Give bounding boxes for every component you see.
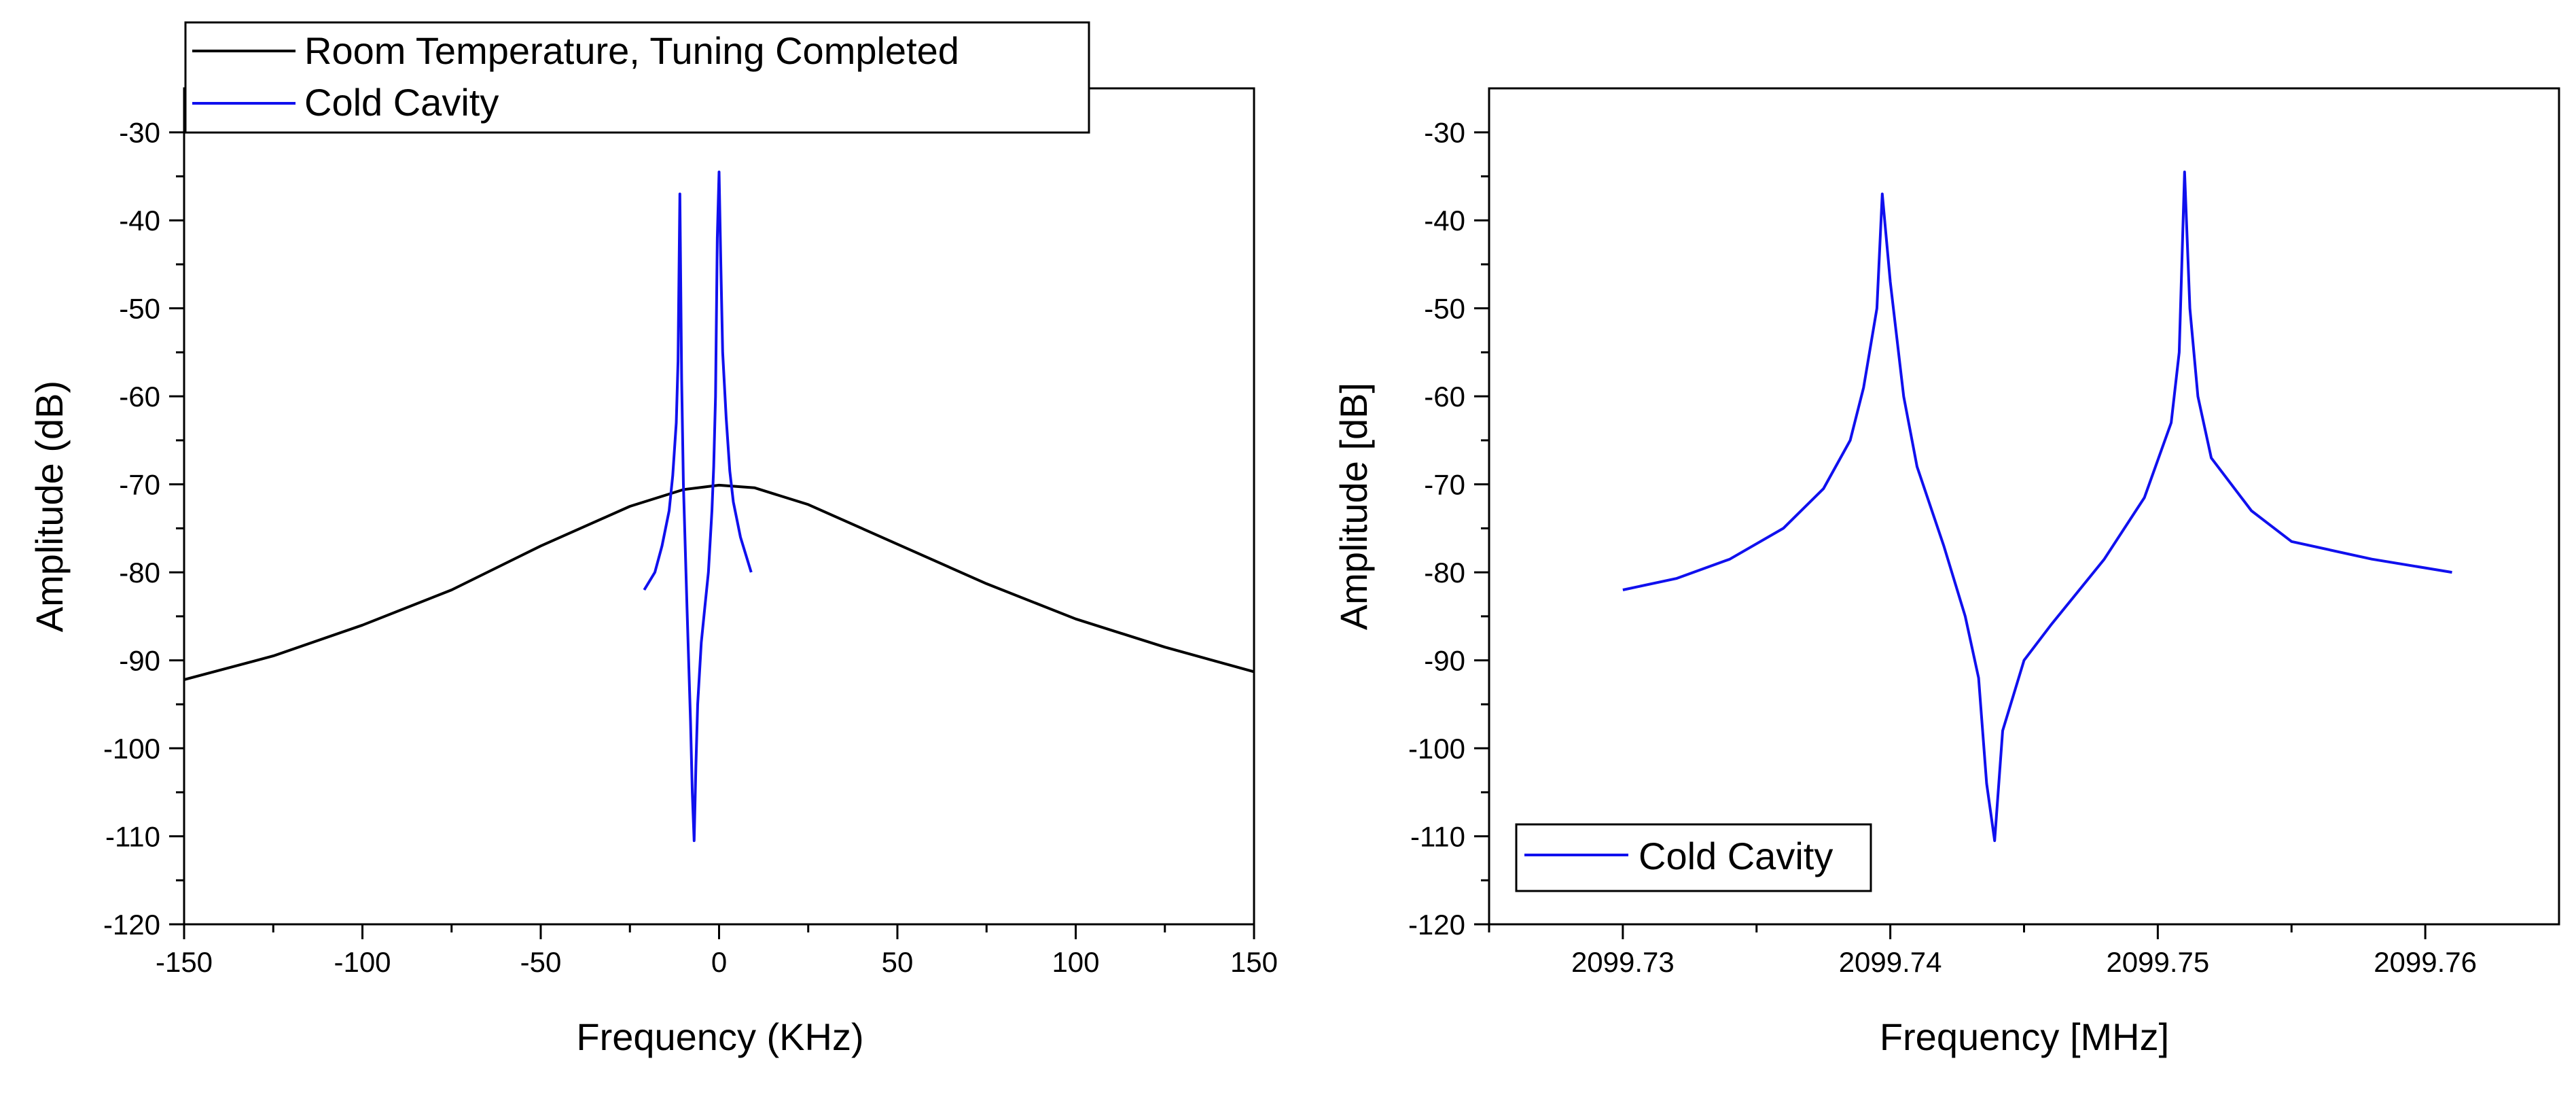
y-tick-label-right: -90	[1424, 645, 1465, 677]
y-axis-title-right: Amplitude [dB]	[1332, 383, 1375, 630]
x-tick-label-right: 2099.73	[1571, 946, 1675, 978]
y-tick-label-right: -70	[1424, 469, 1465, 501]
y-tick-label-left: -80	[119, 557, 160, 589]
left-series	[183, 171, 1255, 842]
right-ticks: 2099.73 2099.74 2099.75 2099.76 -120 -110 -100…	[1408, 117, 2477, 978]
plot-area-frame-right	[1488, 87, 2560, 926]
legend-box-right	[1515, 823, 1872, 892]
chart-cold-cavity-mhz: 2099.73 2099.74 2099.75 2099.76 -120 -110 -100…	[1332, 87, 2560, 1058]
x-axis-title-right: Frequency [MHz]	[1880, 1015, 2169, 1058]
legend-left: Room Temperature, Tuning Completed Cold …	[184, 21, 1090, 134]
y-tick-label-left: -50	[119, 293, 160, 325]
x-tick-label-right: 2099.76	[2374, 946, 2477, 978]
legend-label-cold-cavity-left: Cold Cavity	[304, 81, 499, 124]
legend-label-cold-cavity-right: Cold Cavity	[1639, 835, 1833, 877]
y-tick-label-left: -120	[103, 909, 160, 941]
y-tick-label-left: -90	[119, 645, 160, 677]
y-tick-label-right: -110	[1410, 821, 1465, 853]
right-series	[1622, 171, 2452, 842]
x-tick-label-left: -150	[156, 946, 213, 978]
left-ticks: -150 -100 -50 0 50 100 150 -120 -110 -100 -90 -80 -7…	[103, 117, 1278, 978]
y-tick-label-right: -40	[1424, 205, 1465, 237]
legend-label-room-temperature: Room Temperature, Tuning Completed	[304, 29, 959, 72]
y-tick-label-right: -120	[1408, 909, 1465, 941]
x-tick-label-left: 50	[882, 946, 914, 978]
y-tick-label-right: -50	[1424, 293, 1465, 325]
y-tick-label-left: -100	[103, 733, 160, 765]
y-axis-title-left: Amplitude (dB)	[28, 381, 71, 632]
y-tick-label-right: -80	[1424, 557, 1465, 589]
chart-room-vs-cold: -150 -100 -50 0 50 100 150 -120 -110 -100 -90 -80 -7…	[28, 21, 1278, 1058]
legend-right: Cold Cavity	[1515, 823, 1872, 892]
x-axis-title-left: Frequency (KHz)	[576, 1015, 863, 1058]
x-tick-label-left: -50	[520, 946, 562, 978]
x-tick-label-right: 2099.75	[2106, 946, 2209, 978]
y-tick-label-left: -30	[119, 117, 160, 149]
x-tick-label-right: 2099.74	[1839, 946, 1942, 978]
series-line-cold-cavity-left	[643, 171, 753, 842]
series-line-room-temperature-tuning-completed-left	[183, 483, 1255, 682]
x-tick-label-left: 0	[711, 946, 727, 978]
y-tick-label-left: -60	[119, 381, 160, 413]
y-tick-label-left: -70	[119, 469, 160, 501]
y-tick-label-left: -110	[105, 821, 160, 853]
y-tick-label-right: -100	[1408, 733, 1465, 765]
x-tick-label-left: 100	[1052, 946, 1099, 978]
y-tick-label-left: -40	[119, 205, 160, 237]
y-tick-label-right: -60	[1424, 381, 1465, 413]
x-tick-label-left: -100	[334, 946, 391, 978]
legend-box-left	[184, 21, 1090, 134]
x-tick-label-left: 150	[1230, 946, 1278, 978]
y-tick-label-right: -30	[1424, 117, 1465, 149]
series-line-cold-cavity-right	[1622, 171, 2452, 842]
